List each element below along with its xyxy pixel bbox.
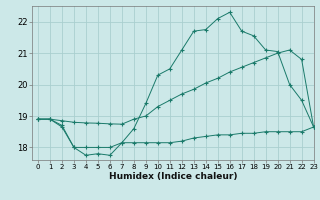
X-axis label: Humidex (Indice chaleur): Humidex (Indice chaleur) — [108, 172, 237, 181]
